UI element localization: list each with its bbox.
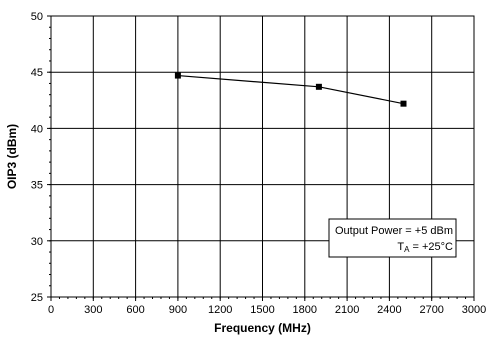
- x-tick-label: 3000: [462, 304, 486, 316]
- y-tick-label: 45: [31, 67, 43, 79]
- x-axis-title: Frequency (MHz): [214, 321, 311, 335]
- annotation-t: T: [397, 241, 404, 253]
- y-axis-title: OIP3 (dBm): [5, 124, 19, 189]
- x-tick-label: 2700: [419, 304, 443, 316]
- x-tick-label: 600: [126, 304, 144, 316]
- annotation-box: [328, 218, 457, 258]
- annotation-subscript: A: [404, 245, 410, 254]
- data-point-marker: [174, 72, 181, 79]
- minor-ticks: [47, 15, 475, 301]
- y-tick-labels: 25 30 35 40 45 50: [31, 11, 43, 304]
- data-point-marker: [315, 83, 322, 90]
- x-tick-label: 2400: [377, 304, 401, 316]
- y-tick-label: 25: [31, 292, 43, 304]
- series-layer: [174, 72, 407, 107]
- x-tick-label: 1500: [250, 304, 274, 316]
- y-tick-label: 50: [31, 11, 43, 23]
- x-tick-label: 900: [169, 304, 187, 316]
- conditions-annotation: Output Power = +5 dBm TA = +25°C: [328, 218, 457, 258]
- data-point-marker: [400, 100, 407, 107]
- x-tick-label: 1800: [293, 304, 317, 316]
- annotation-line-1: Output Power = +5 dBm: [335, 225, 453, 237]
- x-tick-labels: 0 300 600 900 1200 1500 1800 2100 2400 2700 3000: [48, 304, 486, 316]
- x-tick-label: 2100: [335, 304, 359, 316]
- x-tick-label: 0: [48, 304, 54, 316]
- y-tick-label: 40: [31, 123, 43, 135]
- annotation-temperature: = +25°C: [409, 241, 453, 253]
- annotation-line-2: TA = +25°C: [397, 241, 453, 254]
- plot-frame: [50, 15, 475, 298]
- oip3-series-line: [177, 74, 404, 105]
- x-tick-label: 1200: [208, 304, 232, 316]
- y-tick-label: 35: [31, 180, 43, 192]
- x-tick-label: 300: [84, 304, 102, 316]
- y-tick-label: 30: [31, 236, 43, 248]
